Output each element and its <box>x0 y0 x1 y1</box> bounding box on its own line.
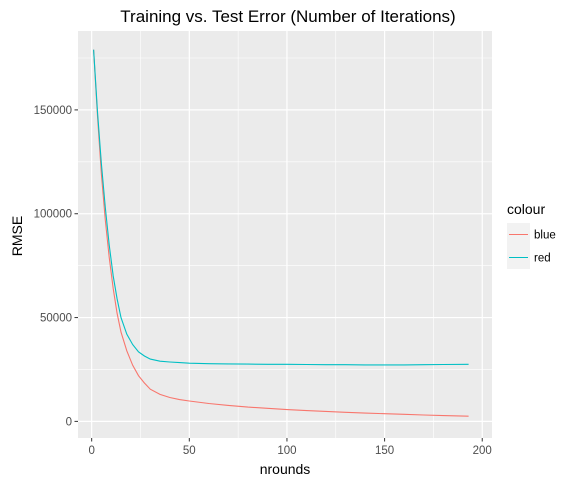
legend-label-red: red <box>534 253 551 265</box>
legend-label-blue: blue <box>534 230 556 242</box>
y-axis-title: RMSE <box>9 216 25 256</box>
y-tick-label: 50000 <box>40 313 72 325</box>
x-tick-label: 150 <box>375 445 394 457</box>
series-line-blue <box>93 49 469 417</box>
x-tick-label: 100 <box>277 445 296 457</box>
series-layer <box>93 49 469 417</box>
x-axis-title: nrounds <box>260 461 311 477</box>
series-line-red <box>93 49 469 366</box>
x-tick-label: 200 <box>473 445 492 457</box>
y-tick-label: 100000 <box>34 209 72 221</box>
legend: colour blue red <box>507 201 556 269</box>
chart-title: Training vs. Test Error (Number of Itera… <box>120 7 455 26</box>
legend-title: colour <box>507 201 545 217</box>
y-tick-label: 150000 <box>34 105 72 117</box>
plot-panel <box>78 31 492 438</box>
y-tick-label: 0 <box>66 416 72 428</box>
x-tick-label: 0 <box>88 445 94 457</box>
axes: 0 50 100 150 200 0 50000 100000 150000 <box>34 105 492 457</box>
grid <box>78 31 492 438</box>
x-tick-label: 50 <box>183 445 196 457</box>
